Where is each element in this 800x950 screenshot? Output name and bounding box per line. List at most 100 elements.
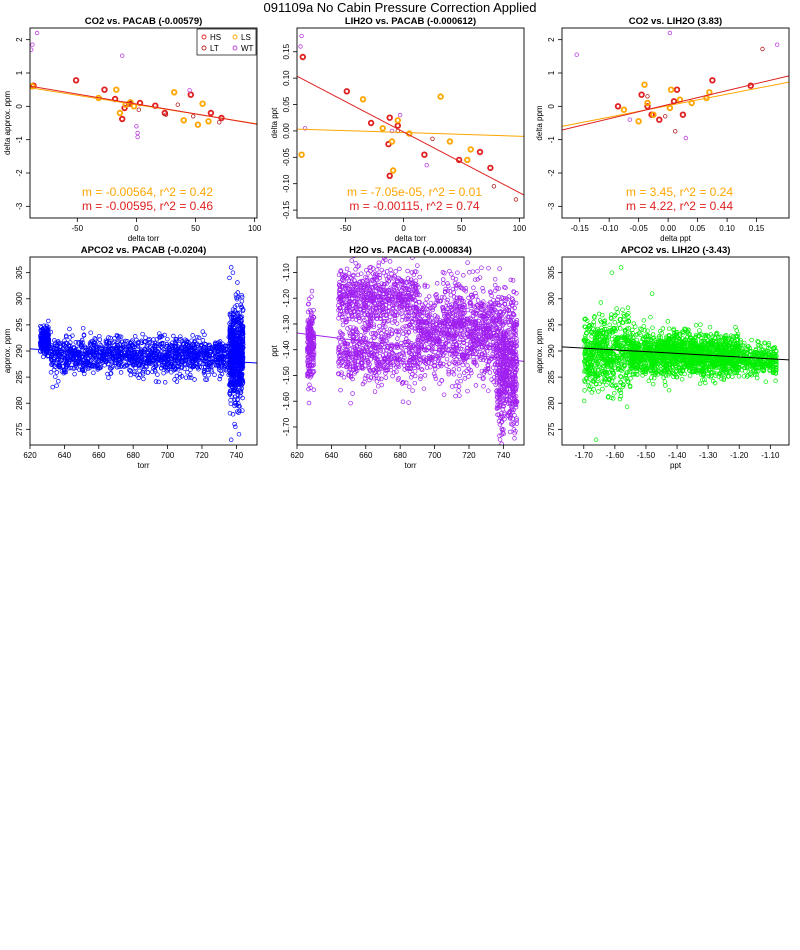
- y-tick-label: 0.00: [282, 123, 291, 139]
- data-point: [228, 401, 234, 406]
- legend-entry: LS: [241, 33, 251, 42]
- data-point: [441, 281, 446, 286]
- data-point-hs: [709, 77, 716, 84]
- data-point: [361, 294, 367, 299]
- x-tick-label: 660: [92, 451, 106, 460]
- data-point: [234, 329, 240, 334]
- data-point: [81, 354, 86, 360]
- data-point: [67, 326, 72, 332]
- y-tick-label: 0: [547, 104, 556, 109]
- fit-annotation: m = -0.00564, r^2 = 0.42: [82, 185, 213, 199]
- data-point-lt: [216, 120, 222, 125]
- data-point: [344, 297, 349, 302]
- data-point: [344, 266, 350, 272]
- data-point: [465, 307, 471, 313]
- y-tick-label: -0.10: [282, 174, 291, 193]
- data-point: [58, 358, 64, 364]
- data-point: [372, 389, 378, 394]
- data-point: [237, 363, 242, 368]
- data-point: [145, 349, 151, 354]
- x-axis-label: delta ppt: [660, 234, 691, 243]
- y-tick-label: -0.15: [282, 200, 291, 219]
- data-point: [108, 366, 114, 371]
- data-point: [104, 357, 110, 363]
- data-point: [39, 338, 44, 343]
- data-point: [79, 354, 85, 360]
- data-point: [156, 358, 161, 363]
- data-point: [71, 366, 76, 371]
- y-tick-label: 1: [15, 70, 24, 75]
- data-point: [353, 267, 358, 272]
- x-tick-label: 100: [248, 224, 262, 233]
- data-point: [71, 345, 77, 351]
- data-point: [233, 381, 238, 387]
- data-point: [490, 340, 496, 345]
- data-point: [116, 364, 121, 369]
- data-point: [227, 313, 233, 318]
- data-point: [217, 376, 222, 382]
- data-point: [132, 369, 137, 375]
- data-point: [118, 370, 124, 375]
- data-point: [180, 355, 186, 360]
- data-point: [80, 354, 85, 359]
- data-point: [63, 333, 69, 338]
- data-point: [164, 359, 170, 365]
- data-point: [238, 337, 244, 342]
- data-point: [97, 333, 102, 339]
- data-point: [192, 339, 197, 345]
- data-point: [305, 335, 311, 340]
- data-point: [118, 359, 124, 364]
- data-point: [305, 349, 310, 355]
- data-point: [48, 370, 54, 375]
- data-point: [100, 359, 105, 365]
- data-point: [306, 348, 311, 354]
- data-point-hs: [673, 86, 681, 93]
- data-point-hs: [386, 114, 393, 121]
- plot-frame: [29, 27, 258, 219]
- data-point: [72, 371, 77, 377]
- x-tick-label: 0.15: [749, 224, 765, 233]
- data-point: [469, 370, 474, 376]
- data-point: [172, 377, 177, 382]
- data-point: [344, 317, 350, 322]
- data-point: [209, 346, 215, 351]
- data-point: [132, 349, 137, 355]
- data-point: [202, 372, 208, 378]
- data-point: [134, 372, 140, 378]
- data-point: [216, 363, 222, 369]
- y-tick-label: 285: [15, 370, 24, 384]
- data-point-hs: [614, 103, 622, 110]
- data-point-ls: [194, 121, 202, 128]
- data-point: [409, 309, 414, 314]
- legend-marker: [232, 34, 238, 40]
- data-point: [347, 299, 353, 304]
- x-tick-label: -0.15: [571, 224, 590, 233]
- data-point: [309, 345, 315, 351]
- data-point-lt: [163, 112, 169, 117]
- data-point: [394, 369, 399, 374]
- data-point: [190, 363, 196, 369]
- legend-marker: [232, 45, 238, 51]
- data-point: [412, 369, 418, 374]
- y-tick-label: -2: [547, 169, 556, 177]
- data-point: [369, 278, 374, 283]
- data-point-ls: [620, 106, 628, 113]
- x-tick-label: 640: [58, 451, 72, 460]
- fit-annotation: m = 4.22, r^2 = 0.44: [626, 199, 733, 213]
- data-point-hs: [101, 86, 108, 93]
- data-point: [117, 334, 122, 339]
- data-point: [412, 380, 418, 386]
- data-point: [125, 355, 130, 361]
- data-point: [339, 312, 345, 317]
- data-point: [159, 366, 164, 371]
- data-point: [384, 294, 389, 300]
- data-point: [386, 309, 392, 314]
- data-point: [81, 332, 87, 338]
- data-point: [238, 387, 243, 393]
- data-point: [465, 363, 470, 368]
- data-point-hs: [487, 164, 494, 172]
- data-point: [374, 379, 380, 384]
- x-tick-label: 0: [134, 224, 139, 233]
- data-point: [103, 346, 108, 352]
- y-tick-label: 295: [15, 318, 24, 332]
